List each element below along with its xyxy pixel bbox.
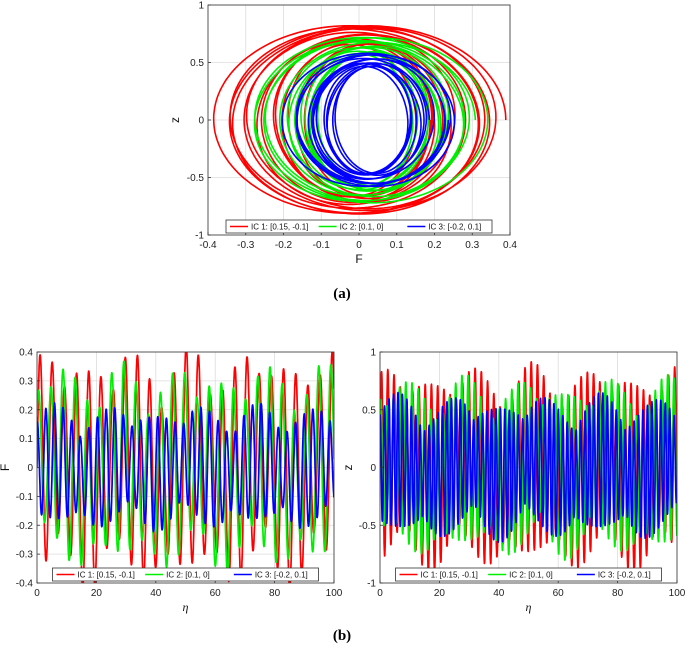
legend-label: IC 1: [0.15, -0.1] [78,571,135,580]
legend-label: IC 1: [0.15, -0.1] [421,571,478,580]
series-group [380,361,677,574]
y-tick-label: 1 [198,1,204,12]
y-tick-label: 1 [370,348,376,359]
x-tick-label: -0.1 [313,240,331,251]
x-axis-label: η [183,600,189,614]
series-group [212,25,507,215]
chart-panel-0: -0.4 -0.3 -0.2 -0.1 0 0.1 0.2 0.3 0.4 -1 -0.5 0 0.5 1… [168,1,517,267]
x-tick-label: 60 [210,588,222,599]
y-axis-label: z [168,117,182,123]
x-tick-label: 20 [434,588,446,599]
x-tick-label: 0 [356,240,362,251]
y-tick-label: -0.5 [359,521,377,532]
y-tick-label: -1 [367,579,376,590]
legend-label: IC 2: [0.1, 0] [340,223,384,232]
y-tick-label: 0.1 [19,434,33,445]
y-tick-label: 0.5 [190,58,204,69]
x-tick-label: 0.1 [390,240,404,251]
y-tick-label: 0.2 [19,405,33,416]
caption-a: (a) [333,286,351,302]
legend-box [395,567,662,582]
y-tick-label: 0 [27,463,33,474]
x-tick-label: -0.4 [199,240,217,251]
x-tick-label: 20 [91,588,103,599]
y-tick-label: -0.4 [16,579,34,590]
x-tick-label: 0 [377,588,383,599]
x-tick-label: 0.3 [465,240,479,251]
x-tick-label: 0.2 [428,240,442,251]
x-tick-label: 80 [269,588,281,599]
legend-label: IC 1: [0.15, -0.1] [251,223,308,232]
y-tick-label: 0 [370,463,376,474]
y-tick-label: 0.4 [19,348,33,359]
legend-label: IC 2: [0.1, 0] [509,571,553,580]
legend-label: IC 2: [0.1, 0] [166,571,210,580]
x-tick-label: 100 [326,588,343,599]
x-axis-label: η [526,600,532,614]
chart-panel-1: 0 20 40 60 80 100 -0.4 -0.3 -0.2 -0.1 0 0.1 0.2 0.3 0.… [0,348,343,615]
chart-panel-2: 0 20 40 60 80 100 -1 -0.5 0 0.5 1 η z IC 1: [0.15, -0… [341,348,685,615]
x-tick-label: 0 [34,588,40,599]
legend-label: IC 3: [-0.2, 0.1] [598,571,651,580]
x-tick-label: -0.3 [237,240,255,251]
x-tick-label: 40 [150,588,162,599]
legend-label: IC 3: [-0.2, 0.1] [255,571,308,580]
y-tick-label: -1 [195,231,204,242]
series-line [37,352,334,583]
y-tick-label: -0.3 [16,550,34,561]
y-axis-label: z [341,465,355,471]
y-tick-label: -0.5 [187,173,205,184]
x-tick-label: 60 [553,588,565,599]
series-line [380,391,677,544]
legend-box [52,567,319,582]
y-tick-label: -0.2 [16,521,34,532]
y-tick-label: 0 [198,116,204,127]
series-line [281,52,456,188]
series-line [37,360,334,574]
legend-box [225,219,493,234]
series-line [37,402,334,533]
series-group [37,352,334,583]
y-tick-label: 0.5 [362,405,376,416]
y-tick-label: -0.1 [16,492,34,503]
legend-label: IC 3: [-0.2, 0.1] [428,223,481,232]
x-tick-label: 0.4 [503,240,517,251]
x-axis-label: F [355,252,362,266]
y-axis-label: F [0,464,12,471]
y-tick-label: 0.3 [19,376,33,387]
x-tick-label: 80 [612,588,624,599]
x-tick-label: 40 [493,588,505,599]
caption-b: (b) [333,628,351,644]
x-tick-label: 100 [669,588,685,599]
x-tick-label: -0.2 [275,240,293,251]
